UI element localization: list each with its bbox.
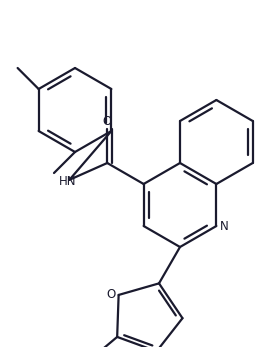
Text: O: O [103,115,112,128]
Text: O: O [106,288,115,302]
Text: HN: HN [59,175,76,188]
Text: N: N [220,220,229,232]
